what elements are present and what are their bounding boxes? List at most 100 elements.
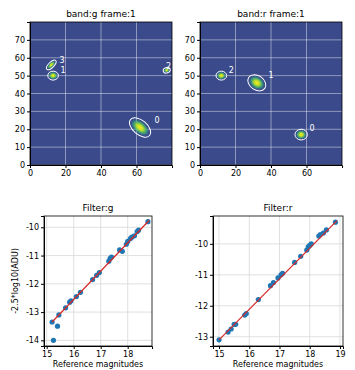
source-ellipse (48, 71, 59, 80)
tick-mark (41, 256, 44, 257)
grid-line (249, 216, 250, 346)
tick: -14 (26, 336, 44, 345)
plot-background (213, 216, 343, 346)
grid (30, 22, 172, 165)
source-ellipse (126, 114, 154, 141)
source-label: 0 (154, 116, 159, 125)
tick-label: 40 (185, 90, 195, 99)
tick: 0 (20, 161, 30, 170)
tick-label: 40 (266, 169, 276, 178)
tick-label: 10 (185, 143, 195, 152)
tick: 70 (185, 36, 200, 45)
tick-label: 20 (185, 125, 195, 134)
tick: -11 (195, 271, 213, 280)
tick-mark (197, 165, 200, 166)
grid-line (44, 340, 152, 341)
tick-mark (236, 165, 237, 168)
tick: 15 (42, 346, 52, 359)
marks (216, 71, 307, 140)
tick: 0 (198, 165, 203, 178)
x-axis: 0204060 (28, 165, 173, 178)
grid-line (44, 283, 152, 284)
x-axis: 0204060 (198, 165, 343, 178)
tick: 20 (61, 165, 71, 178)
tick: 40 (266, 165, 276, 178)
tick-label: 0 (190, 161, 195, 170)
source-label: 3 (60, 56, 65, 65)
tick: 70 (15, 36, 30, 45)
tick: 20 (185, 125, 200, 134)
tick-mark (41, 340, 44, 341)
axis-line (27, 23, 31, 166)
point (309, 241, 314, 246)
tick: 17 (96, 346, 106, 359)
y-axis: -14-13-12-11-10 (26, 217, 45, 347)
tick-mark (66, 165, 67, 168)
tick-mark (41, 284, 44, 285)
marks (50, 219, 151, 343)
grid-line (30, 39, 172, 40)
tick-label: 18 (123, 350, 133, 359)
tick: 40 (96, 165, 106, 178)
tick-mark (307, 165, 308, 168)
source-label: 2 (166, 62, 171, 71)
tick: 16 (245, 346, 255, 359)
tick: 60 (132, 165, 142, 178)
tick: -10 (195, 240, 213, 249)
tick-mark (210, 275, 213, 276)
tick: 50 (185, 72, 200, 81)
y-axis-title: -2.5*log10(ADU) (11, 248, 20, 314)
tick-label: 19 (335, 350, 345, 359)
tick-mark (197, 147, 200, 148)
tick-label: 60 (132, 169, 142, 178)
tick-label: 50 (185, 72, 195, 81)
grid-line (44, 227, 152, 228)
axis-line (197, 23, 201, 166)
panel: 01230204060010203040506070band:g frame:1 (15, 9, 173, 178)
tick-label: 60 (302, 169, 312, 178)
tick-label: 40 (15, 90, 25, 99)
tick-label: -13 (195, 333, 208, 342)
grid-line (30, 147, 172, 148)
tick: 16 (69, 346, 79, 359)
axis-line (201, 166, 343, 169)
tick-mark (27, 58, 30, 59)
tick-label: -12 (26, 280, 39, 289)
tick-label: 18 (305, 350, 315, 359)
tick-label: -13 (26, 308, 39, 317)
tick-mark (27, 111, 30, 112)
grid-line (200, 39, 342, 40)
source-ellipse (295, 129, 307, 140)
axis-line (45, 347, 153, 350)
y-axis: -13-12-11-10 (195, 217, 214, 347)
point (55, 324, 60, 329)
grid-line (219, 216, 220, 346)
tick-mark (27, 40, 30, 41)
tick-label: 70 (185, 36, 195, 45)
source-label: 2 (229, 66, 234, 75)
tick-mark (310, 346, 311, 349)
tick-mark (27, 147, 30, 148)
source-ellipse (45, 59, 58, 72)
tick-mark (197, 111, 200, 112)
tick-label: 60 (15, 54, 25, 63)
tick-label: -10 (195, 240, 208, 249)
grid-line (309, 216, 310, 346)
grid-line (200, 57, 342, 58)
tick: -12 (26, 280, 44, 289)
source-blob (217, 72, 227, 80)
tick: 17 (275, 346, 285, 359)
figure: 01230204060010203040506070band:g frame:1… (0, 0, 355, 370)
tick-mark (74, 346, 75, 349)
tick-label: 30 (15, 107, 25, 116)
tick-label: 10 (15, 143, 25, 152)
annotations: 012 (229, 66, 315, 133)
marks (216, 220, 338, 343)
source-label: 1 (60, 66, 65, 75)
plot-frame (200, 22, 342, 165)
annotations: 0 1 2 3 (60, 56, 172, 125)
grid-line (200, 111, 342, 112)
panel: 1516171819-13-12-11-10Filter:rReference … (195, 203, 346, 369)
plot-frame (30, 22, 172, 165)
tick: 0 (190, 161, 200, 170)
